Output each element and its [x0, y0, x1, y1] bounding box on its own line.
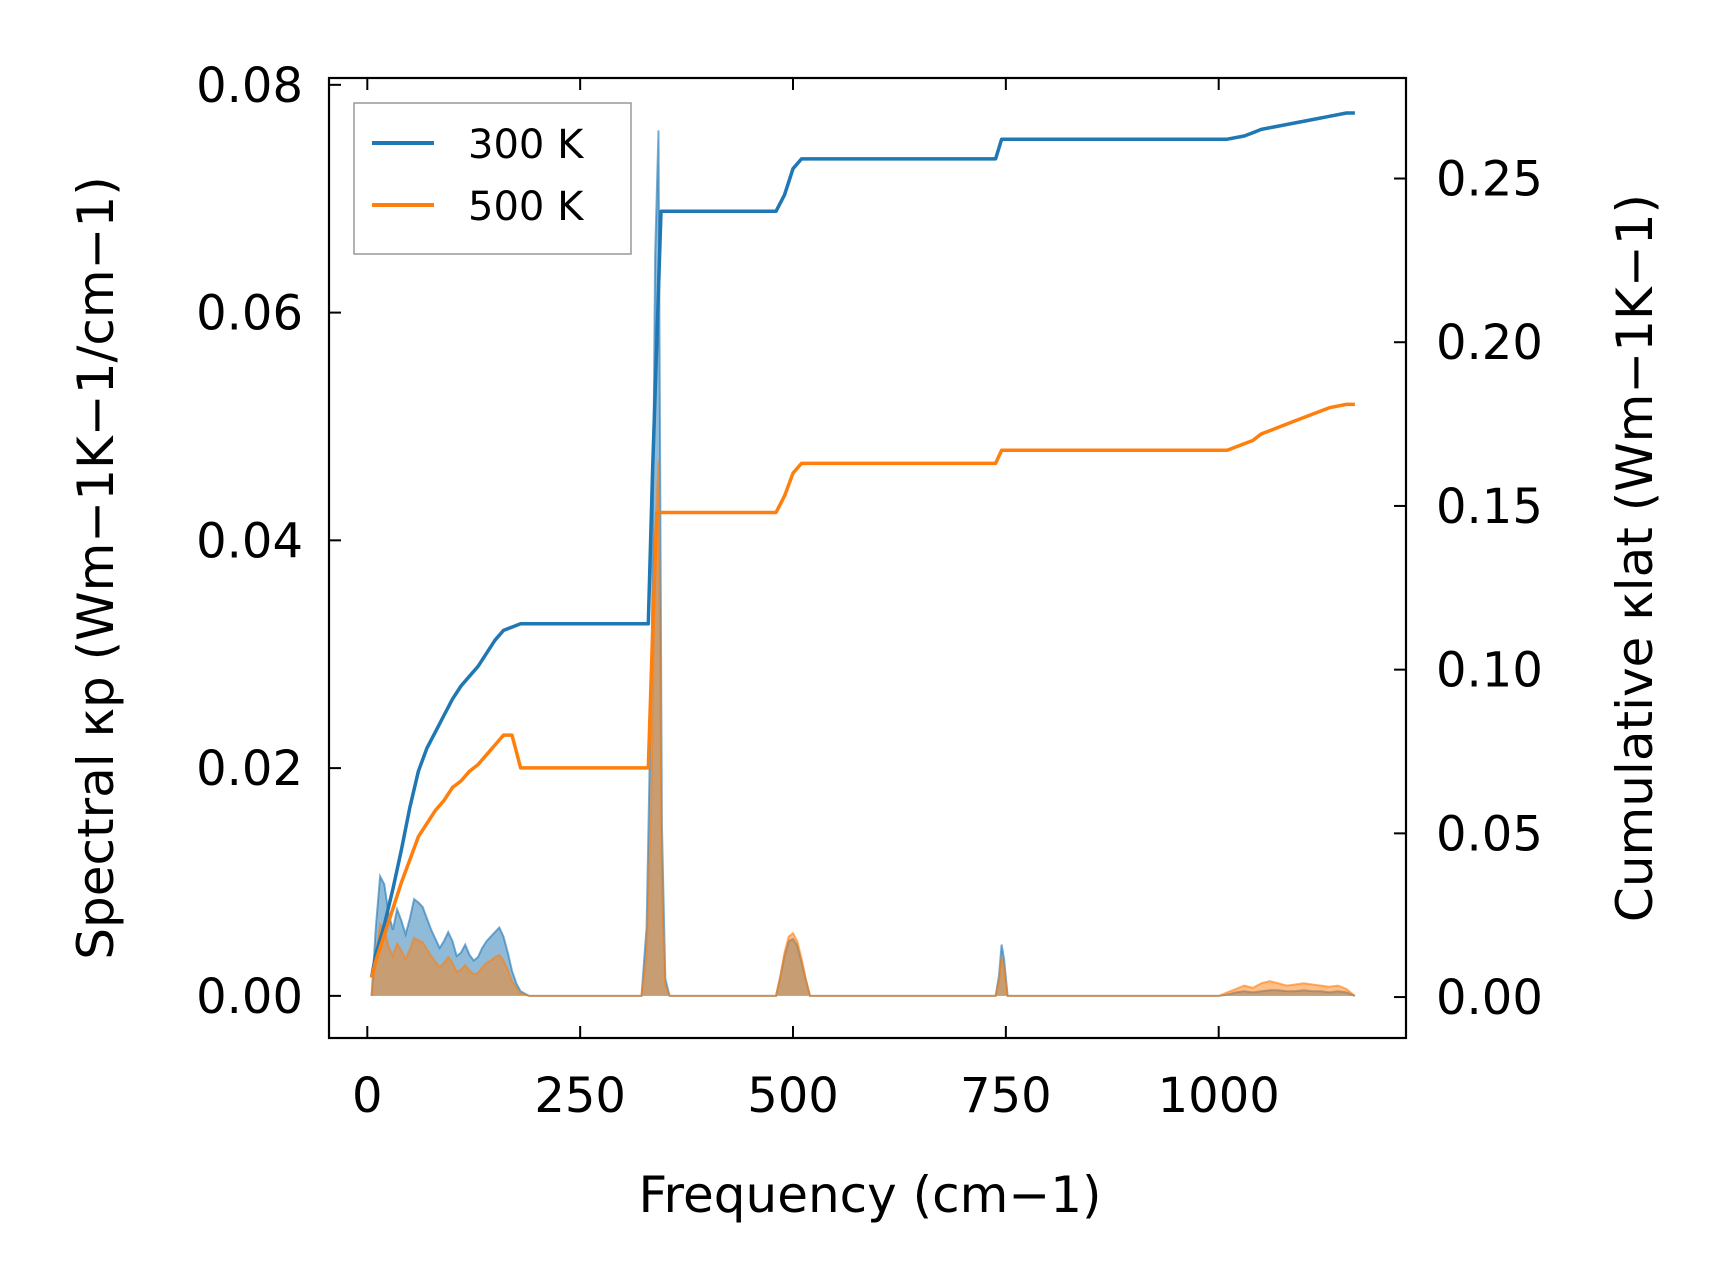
left-y-tick-label: 0.06	[196, 286, 303, 342]
spectral-line-300k	[370, 130, 1356, 997]
left-y-axis-label: Spectral κp (Wm−1K−1/cm−1)	[67, 176, 125, 960]
legend-label-300k: 300 K	[468, 122, 585, 168]
spectral-area-500k	[371, 460, 1355, 996]
plot-area	[369, 111, 1356, 997]
legend-box	[353, 102, 632, 255]
x-tick-label: 250	[534, 1068, 626, 1124]
axis-ticks: 0 250 500 750 1000 0.00 0.02 0.04 0.06 0.08 0.00 0.…	[196, 58, 1543, 1124]
cumulative-line-300k	[369, 111, 1355, 978]
right-y-tick-label: 0.15	[1436, 479, 1543, 535]
right-y-tick-label: 0.10	[1436, 643, 1543, 699]
left-y-tick-label: 0.00	[196, 969, 303, 1025]
right-y-tick-label: 0.20	[1436, 315, 1543, 371]
cumulative-line-500k	[369, 402, 1355, 978]
right-y-tick-label: 0.25	[1436, 152, 1543, 208]
right-y-axis-label: Cumulative κlat (Wm−1K−1)	[1606, 194, 1664, 922]
legend-label-500k: 500 K	[468, 184, 585, 230]
x-tick-label: 0	[352, 1068, 383, 1124]
spectral-area-300k	[371, 130, 1355, 996]
x-tick-label: 750	[960, 1068, 1052, 1124]
plot-frame	[327, 76, 1408, 1040]
x-axis-label: Frequency (cm−1)	[638, 1166, 1101, 1224]
left-y-tick-label: 0.04	[196, 513, 303, 569]
left-y-tick-label: 0.08	[196, 58, 303, 114]
left-y-tick-label: 0.02	[196, 741, 303, 797]
right-y-tick-label: 0.05	[1436, 806, 1543, 862]
spectral-line-500k	[370, 460, 1356, 997]
right-y-tick-label: 0.00	[1436, 970, 1543, 1026]
x-tick-label: 500	[747, 1068, 839, 1124]
legend: 300 K 500 K	[353, 102, 632, 255]
x-tick-label: 1000	[1158, 1068, 1280, 1124]
